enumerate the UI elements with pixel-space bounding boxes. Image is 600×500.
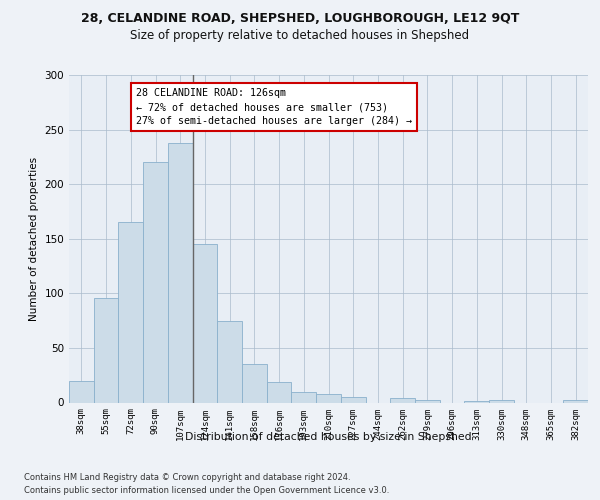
Text: Size of property relative to detached houses in Shepshed: Size of property relative to detached ho… [130,29,470,42]
Bar [143,162,168,402]
Bar [292,392,316,402]
Bar [415,400,440,402]
Text: 28 CELANDINE ROAD: 126sqm
← 72% of detached houses are smaller (753)
27% of semi: 28 CELANDINE ROAD: 126sqm ← 72% of detac… [136,88,412,126]
Bar [94,298,118,403]
Text: Contains HM Land Registry data © Crown copyright and database right 2024.: Contains HM Land Registry data © Crown c… [24,472,350,482]
Bar [168,142,193,402]
Bar [563,400,588,402]
Bar [118,222,143,402]
Bar [242,364,267,403]
Text: Contains public sector information licensed under the Open Government Licence v3: Contains public sector information licen… [24,486,389,495]
Text: Distribution of detached houses by size in Shepshed: Distribution of detached houses by size … [185,432,472,442]
Bar [193,244,217,402]
Bar [390,398,415,402]
Bar [217,320,242,402]
Bar [69,380,94,402]
Bar [489,400,514,402]
Bar [316,394,341,402]
Bar [267,382,292,402]
Text: 28, CELANDINE ROAD, SHEPSHED, LOUGHBOROUGH, LE12 9QT: 28, CELANDINE ROAD, SHEPSHED, LOUGHBOROU… [81,12,519,26]
Bar [341,397,365,402]
Y-axis label: Number of detached properties: Number of detached properties [29,156,39,321]
